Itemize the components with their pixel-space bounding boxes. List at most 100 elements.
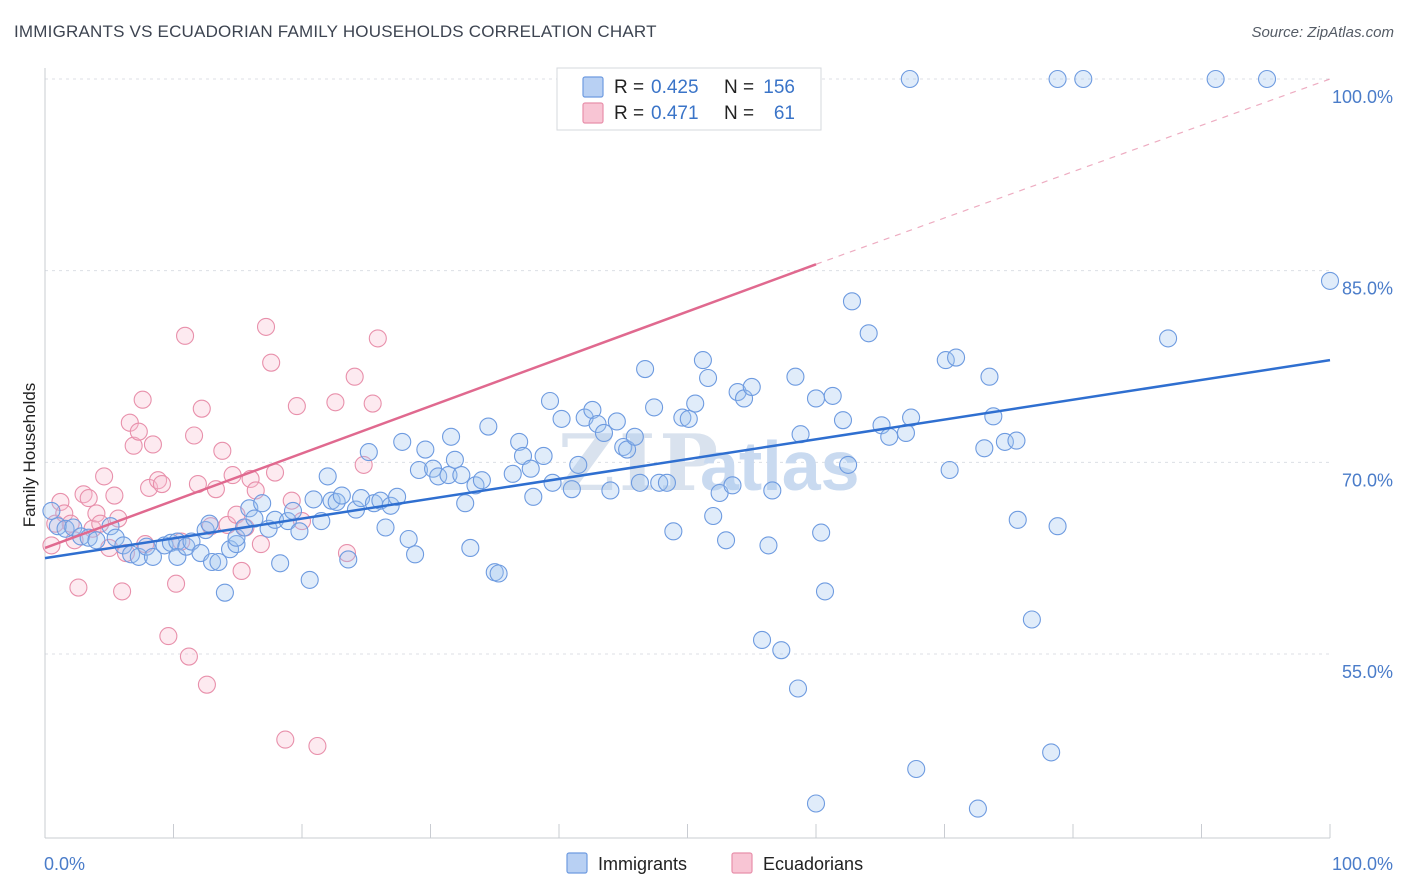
immigrants-point — [339, 550, 358, 569]
immigrants-point — [723, 476, 742, 495]
immigrants-point — [716, 531, 736, 550]
immigrants-point — [87, 531, 106, 550]
immigrants-point — [129, 547, 148, 566]
immigrants-point — [227, 535, 246, 554]
immigrants-point — [552, 409, 571, 428]
ecuadorians-point — [87, 504, 106, 523]
stats-legend: R = 0.425 N = 156 R = 0.471 N = 61 — [556, 67, 822, 131]
immigrants-point — [806, 389, 826, 408]
immigrants-point — [693, 351, 712, 370]
immigrants-point — [399, 529, 418, 549]
immigrants-point — [42, 501, 61, 520]
immigrants-point — [388, 487, 407, 506]
immigrants-point — [772, 641, 791, 660]
y-tick-label: 55.0% — [1342, 662, 1393, 682]
legend-n-value-1: 156 — [763, 77, 795, 98]
legend-r-label-2: R = — [614, 103, 644, 124]
immigrants-point — [940, 460, 959, 480]
immigrants-point — [583, 400, 602, 419]
immigrants-point — [318, 467, 337, 486]
immigrants-point — [1048, 517, 1067, 536]
immigrants-point — [630, 473, 650, 492]
immigrants-point — [489, 564, 508, 583]
immigrants-point — [636, 360, 655, 379]
immigrants-point — [416, 440, 435, 459]
series-label-ecuadorians: Ecuadorians — [763, 854, 863, 874]
ecuadorians-point — [159, 627, 178, 646]
legend-n-label-2: N = — [724, 103, 754, 124]
immigrants-point — [657, 473, 676, 492]
legend-swatch-ecuadorians — [582, 102, 604, 124]
immigrants-point — [253, 494, 272, 513]
series-label-immigrants: Immigrants — [598, 854, 687, 874]
ecuadorians-point — [363, 394, 382, 413]
immigrants-point — [880, 427, 899, 446]
immigrants-point — [562, 480, 581, 499]
immigrants-point — [452, 466, 471, 485]
ecuadorians-point — [337, 544, 357, 563]
ecuadorians-point — [79, 489, 98, 508]
immigrants-point — [332, 486, 351, 505]
immigrants-point — [283, 501, 303, 520]
ecuadorians-point — [69, 578, 88, 597]
legend-swatch-immigrants — [582, 76, 604, 98]
y-tick-label: 70.0% — [1342, 470, 1393, 490]
immigrants-point — [1206, 69, 1225, 89]
legend-r-value-1: 0.425 — [651, 77, 699, 98]
immigrants-point — [902, 408, 921, 427]
immigrants-point — [209, 552, 228, 572]
y-tick-labels: 55.0% 70.0% 85.0% 100.0% — [1332, 87, 1393, 682]
y-axis-label: Family Households — [20, 383, 39, 528]
ecuadorians-point — [197, 675, 216, 694]
immigrants-point — [839, 455, 858, 474]
immigrants-point — [439, 466, 458, 485]
x-tick-label-min: 0.0% — [44, 854, 85, 874]
ecuadorians-point — [185, 426, 204, 445]
immigrants-point — [664, 522, 683, 541]
immigrants-point — [524, 487, 543, 506]
immigrants-point — [376, 518, 395, 537]
immigrants-point — [763, 481, 782, 500]
immigrants-point — [607, 412, 626, 431]
immigrants-point — [815, 582, 835, 601]
immigrants-point — [203, 552, 222, 572]
immigrants-point — [704, 506, 723, 526]
immigrants-point — [686, 394, 705, 413]
ecuadorians-point — [95, 467, 114, 486]
series-swatch-ecuadorians — [731, 852, 753, 874]
series-swatch-immigrants — [566, 852, 588, 874]
ecuadorians-trend-extension — [815, 78, 1331, 265]
immigrants-point — [472, 471, 491, 490]
immigrants-point — [699, 368, 718, 388]
immigrants-point — [510, 432, 529, 451]
immigrants-point — [461, 538, 480, 557]
immigrants-point — [409, 460, 428, 480]
ecuadorians-point — [232, 561, 251, 580]
ecuadorians-point — [179, 647, 198, 666]
immigrants-point — [806, 794, 826, 813]
immigrants-point — [56, 519, 75, 538]
ecuadorians-point — [129, 422, 148, 441]
immigrants-point — [859, 324, 878, 343]
immigrants-point — [521, 459, 540, 478]
ecuadorians-point — [326, 393, 345, 412]
immigrants-point — [1042, 743, 1061, 762]
ecuadorians-point — [143, 435, 162, 454]
immigrants-point — [445, 450, 464, 469]
immigrants-point — [650, 473, 669, 492]
immigrants-point — [980, 367, 999, 386]
immigrants-point — [290, 522, 309, 541]
immigrants-point — [625, 427, 644, 446]
immigrants-point — [479, 417, 498, 436]
immigrants-point — [359, 443, 378, 462]
immigrants-point — [456, 494, 475, 513]
immigrants-point — [168, 547, 187, 566]
ecuadorians-point — [368, 329, 387, 348]
legend-r-value-2: 0.471 — [651, 103, 699, 124]
ecuadorians-point — [251, 535, 270, 554]
immigrants-point — [1008, 510, 1027, 529]
immigrants-point — [1074, 69, 1093, 89]
legend-r-label-1: R = — [614, 77, 644, 98]
immigrants-point — [393, 432, 412, 451]
